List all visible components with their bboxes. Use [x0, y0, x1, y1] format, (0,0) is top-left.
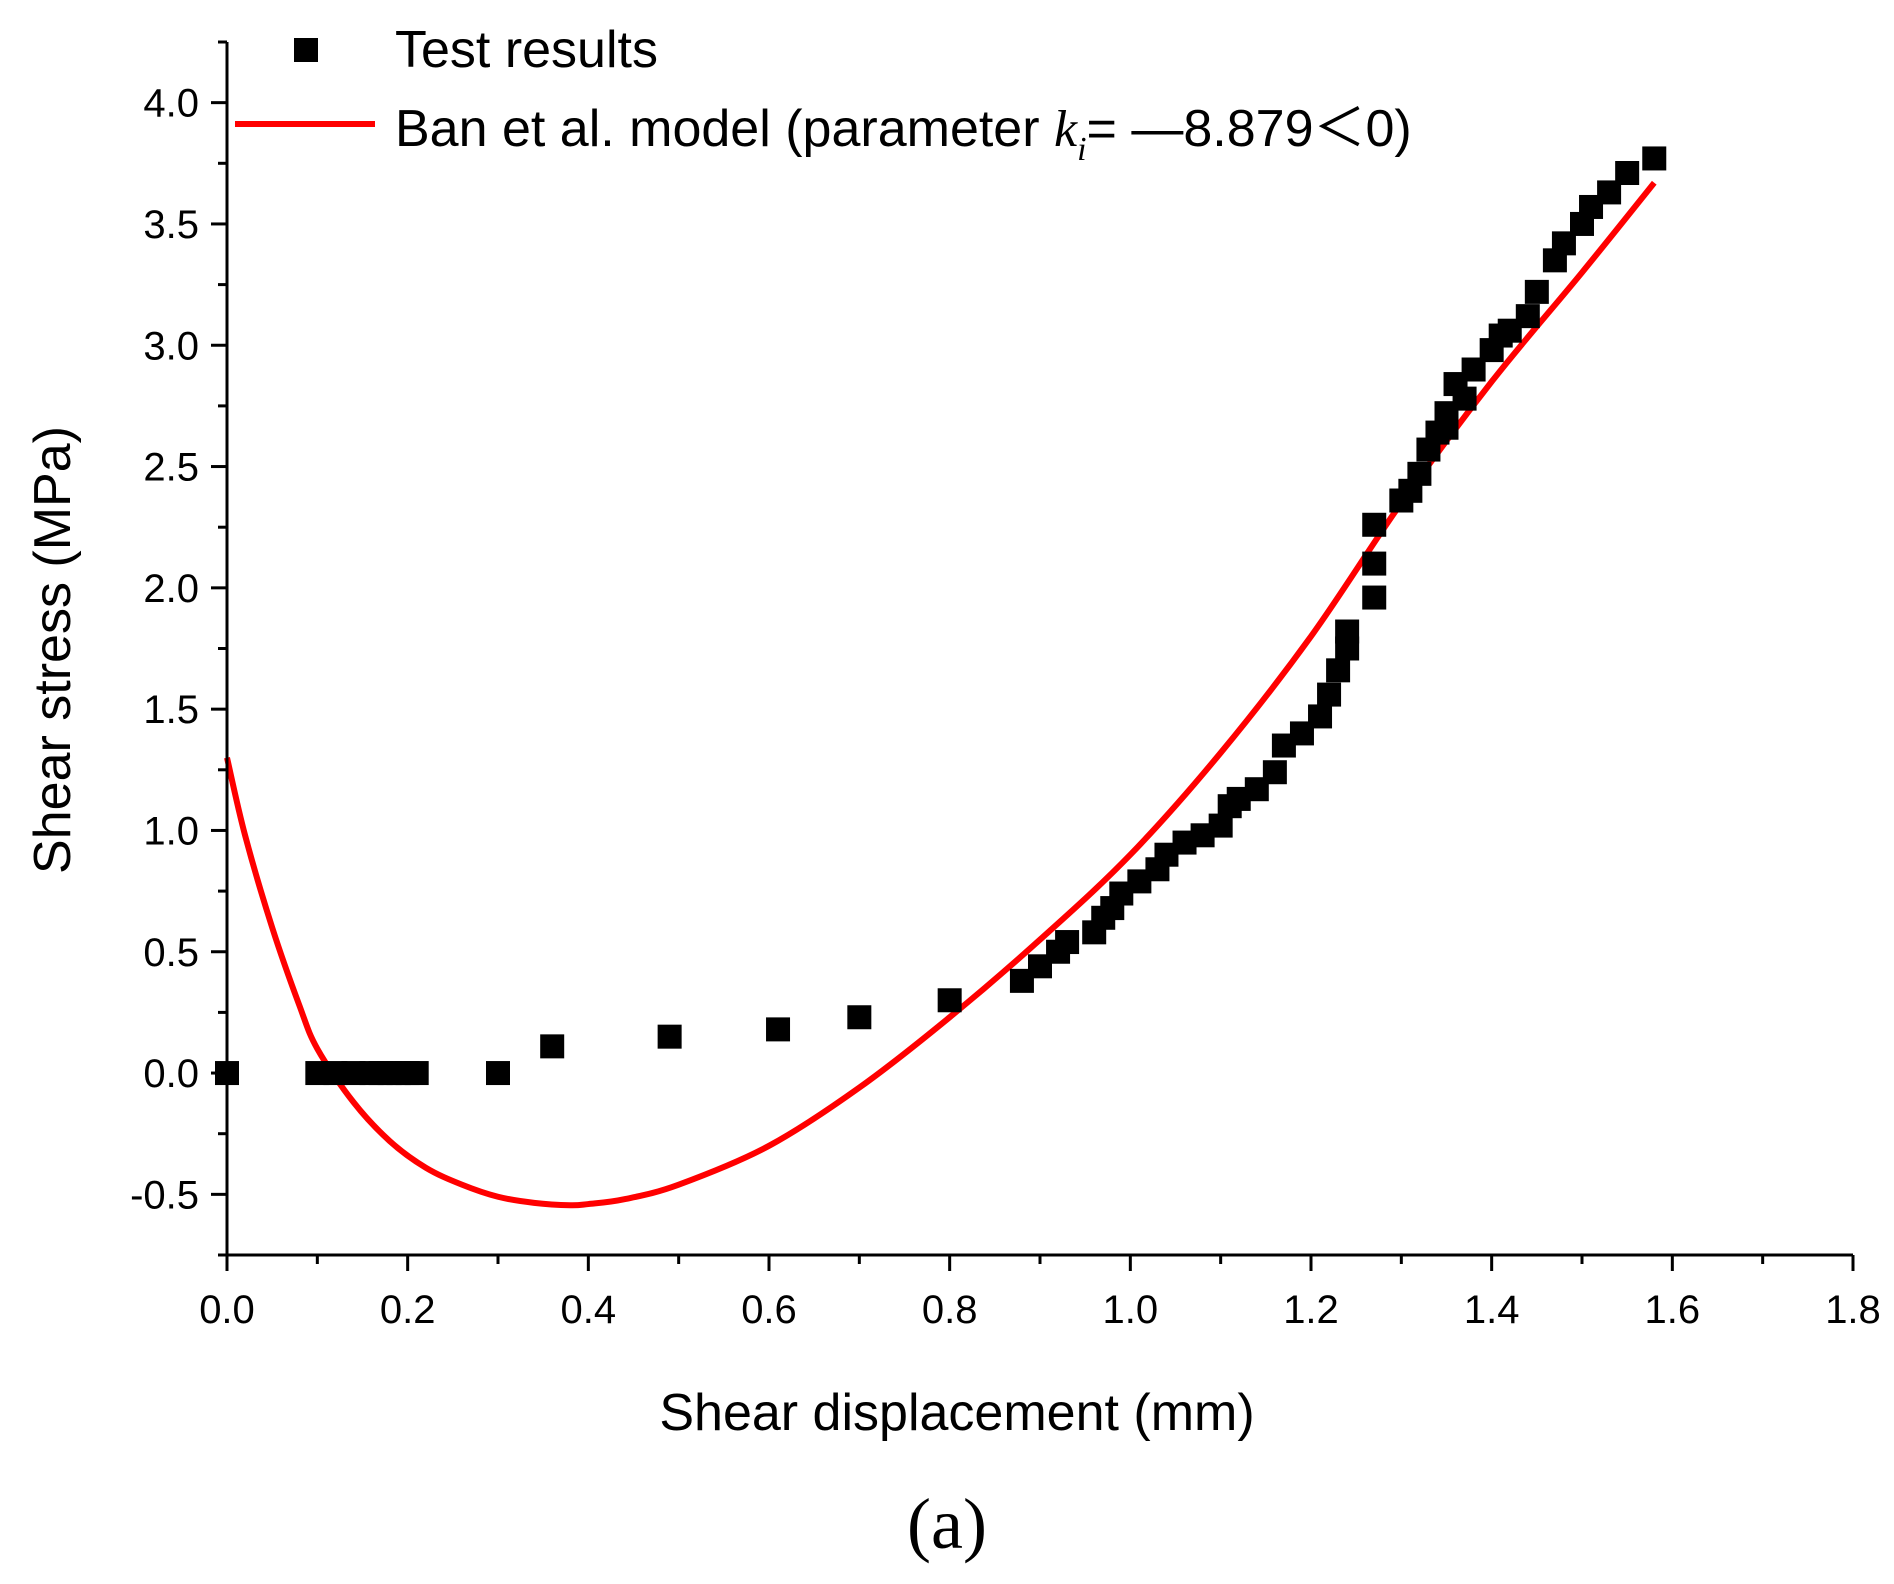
y-tick-label: 1.5	[143, 688, 199, 732]
test-result-point	[1615, 161, 1640, 186]
test-result-point	[1434, 415, 1459, 440]
y-tick-label: 4.0	[143, 82, 199, 126]
y-tick-label: 0.0	[143, 1052, 199, 1096]
x-tick-label: 0.2	[380, 1288, 436, 1332]
test-result-point	[766, 1017, 791, 1042]
test-result-point	[1524, 279, 1549, 304]
legend-marker-test-results	[294, 38, 318, 62]
test-result-point	[1317, 682, 1342, 707]
test-result-point	[1407, 461, 1432, 486]
test-result-point	[1362, 512, 1387, 537]
test-result-point	[1335, 619, 1360, 644]
test-result-point	[1308, 704, 1333, 729]
test-result-point	[847, 1005, 872, 1030]
test-result-point	[486, 1061, 510, 1086]
panel-label: (a)	[907, 1484, 987, 1564]
legend-label-model: Ban et al. model (parameter ki= —8.879＜0…	[395, 100, 1412, 168]
test-result-point	[657, 1024, 682, 1049]
test-result-point	[1515, 304, 1540, 329]
y-axis-title: Shear stress (MPa)	[24, 426, 82, 874]
y-tick-label: -0.5	[130, 1173, 199, 1217]
test-result-point	[1262, 760, 1287, 785]
x-ticks: 0.0 0.2 0.4 0.6 0.8 1.0 1.2 1.4 1.6 1.8	[199, 1255, 1881, 1332]
x-tick-label: 1.6	[1645, 1288, 1701, 1332]
legend-model-sub: i	[1077, 131, 1086, 168]
y-tick-label: 3.5	[143, 203, 199, 247]
test-result-point	[937, 988, 962, 1013]
test-result-point	[1362, 551, 1387, 576]
legend: Test results Ban et al. model (parameter…	[235, 21, 1412, 168]
axes: 0.0 0.2 0.4 0.6 0.8 1.0 1.2 1.4 1.6 1.8 -0.50.00.…	[130, 40, 1881, 1332]
scatter-layer	[215, 146, 1667, 1086]
x-tick-label: 1.2	[1283, 1288, 1339, 1332]
y-tick-label: 1.0	[143, 809, 199, 853]
y-tick-label: 2.5	[143, 446, 199, 490]
x-tick-label: 0.4	[561, 1288, 617, 1332]
legend-model-suffix: = —8.879＜0)	[1087, 100, 1412, 158]
test-result-point	[1642, 146, 1667, 171]
test-result-point	[1055, 930, 1080, 955]
x-axis-title: Shear displacement (mm)	[659, 1384, 1254, 1442]
model-line-layer	[224, 180, 1657, 1209]
plot-area	[215, 146, 1667, 1209]
legend-model-k: k	[1054, 101, 1078, 158]
x-tick-label: 1.0	[1103, 1288, 1159, 1332]
test-result-point	[540, 1034, 565, 1059]
test-result-point	[1452, 386, 1477, 411]
x-tick-label: 0.6	[741, 1288, 797, 1332]
x-tick-label: 0.8	[922, 1288, 978, 1332]
x-tick-label: 1.4	[1464, 1288, 1520, 1332]
test-result-point	[404, 1061, 429, 1086]
test-result-point	[1362, 585, 1387, 610]
y-tick-label: 0.5	[143, 931, 199, 975]
x-tick-label: 0.0	[199, 1288, 255, 1332]
y-ticks: -0.5 0.0 0.5 1.0 1.5 2.0 2.5 3.0 3.5 4.0	[130, 40, 227, 1257]
model-curve-ban-et-al	[224, 180, 1657, 1209]
y-tick-label: 3.0	[143, 324, 199, 368]
y-tick-label: 2.0	[143, 567, 199, 611]
legend-label-test-results: Test results	[395, 21, 658, 79]
x-tick-label: 1.8	[1825, 1288, 1881, 1332]
legend-model-prefix: Ban et al. model (parameter	[395, 100, 1054, 158]
test-result-point	[1326, 658, 1351, 683]
